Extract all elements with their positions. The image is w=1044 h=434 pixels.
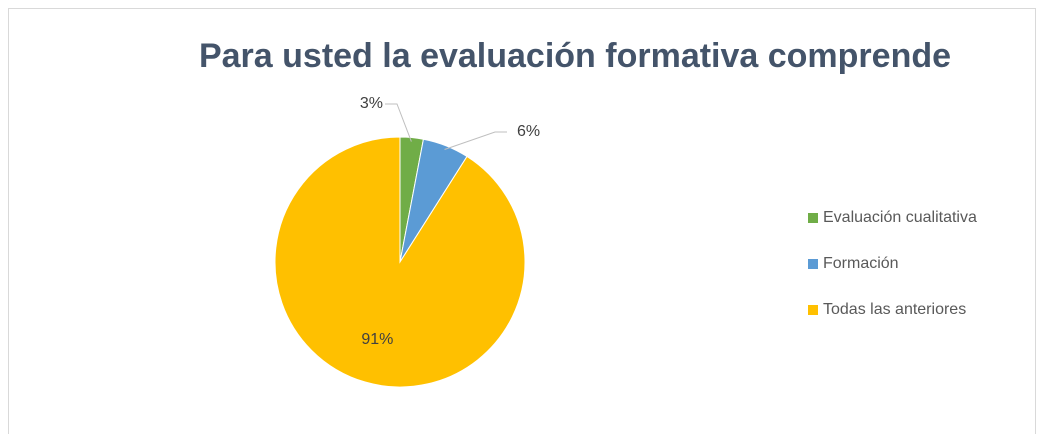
legend-label: Formación [823,255,899,272]
legend-label: Todas las anteriores [823,301,966,318]
chart-frame [8,8,1036,434]
legend-swatch [808,213,818,223]
data-label: 91% [361,331,393,348]
pie-slice [274,136,526,388]
leader-line [385,103,412,142]
leader-line [444,131,507,150]
data-label: 6% [517,123,540,140]
chart-title: Para usted la evaluación formativa compr… [199,37,951,75]
legend-label: Evaluación cualitativa [823,209,977,226]
legend-swatch [808,259,818,269]
data-label: 3% [360,95,383,112]
legend-swatch [808,305,818,315]
